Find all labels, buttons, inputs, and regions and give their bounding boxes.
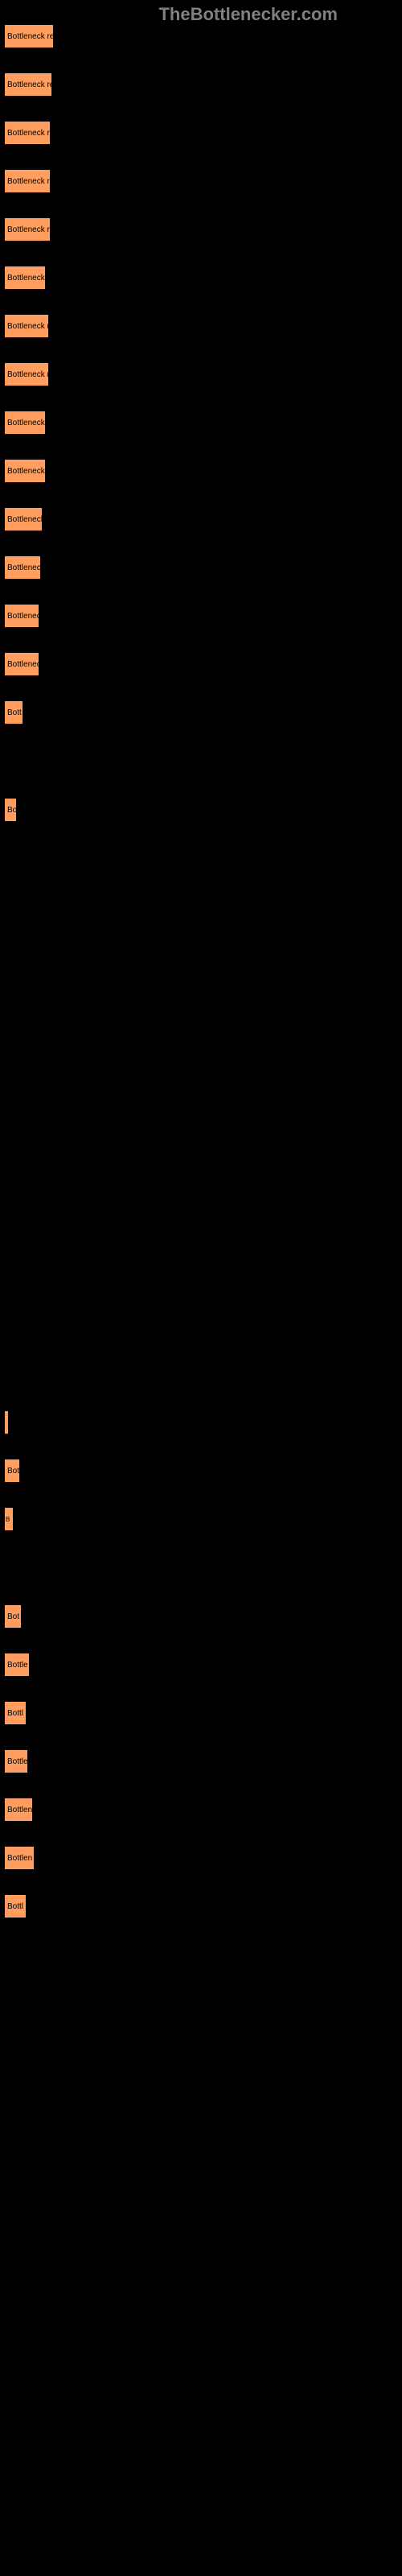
- bar: Bottleneck: [4, 507, 43, 531]
- watermark: TheBottlenecker.com: [158, 4, 338, 25]
- bar: Bottleneck r: [4, 121, 51, 145]
- bar-row: Bottl: [4, 1701, 402, 1725]
- bar-row: [4, 1410, 402, 1435]
- bar: Bot: [4, 1459, 20, 1483]
- bar-row: Bottl: [4, 1894, 402, 1918]
- bar-chart: Bottleneck re Bottleneck re Bottleneck r Bo…: [0, 0, 402, 1918]
- bar-row: Bottlenec: [4, 604, 402, 628]
- bar-row: Bot: [4, 1459, 402, 1483]
- bar-row: Bottleneck: [4, 507, 402, 531]
- bar-row: Bottleneck: [4, 459, 402, 483]
- bar: Bottleneck re: [4, 72, 52, 97]
- bar-row: Bottleneck r: [4, 362, 402, 386]
- bar-row: Bottleneck r: [4, 217, 402, 242]
- bar-row: Bot: [4, 1604, 402, 1629]
- bar: Bottlenec: [4, 604, 39, 628]
- bar-row: Bottleneck r: [4, 314, 402, 338]
- bar-row: Bottle: [4, 1653, 402, 1677]
- bar-row: [4, 1555, 402, 1556]
- bar: Bott: [4, 700, 23, 724]
- bar: Bottle: [4, 1653, 30, 1677]
- bar: Bottleneck re: [4, 24, 54, 48]
- bar-row: Bo: [4, 798, 402, 822]
- bar: Bottleneck: [4, 266, 46, 290]
- bar: Bo: [4, 798, 17, 822]
- bar-row: Bottleneck r: [4, 121, 402, 145]
- bar-row: [4, 846, 402, 847]
- bar: Bottleneck: [4, 459, 46, 483]
- bar: Bottleneck: [4, 411, 46, 435]
- bar-row: B: [4, 1507, 402, 1531]
- bar: Bottlen: [4, 1798, 33, 1822]
- bar-row: Bottleneck: [4, 411, 402, 435]
- bar-row: Bottlenec: [4, 555, 402, 580]
- bar: B: [4, 1507, 14, 1531]
- bar: Bottleneck r: [4, 217, 51, 242]
- bar-row: Bottle: [4, 1749, 402, 1773]
- bar: Bottlen: [4, 1846, 35, 1870]
- bar: Bot: [4, 1604, 22, 1629]
- bar-row: Bottleneck re: [4, 24, 402, 48]
- bar: [4, 1410, 9, 1435]
- bar: Bottleneck r: [4, 362, 49, 386]
- bar: Bottlenec: [4, 555, 41, 580]
- bar-row: Bottleneck r: [4, 169, 402, 193]
- bar: Bottle: [4, 1749, 28, 1773]
- bar-row: Bottlenec: [4, 652, 402, 676]
- bar-row: Bottlen: [4, 1846, 402, 1870]
- bar-row: Bottleneck: [4, 266, 402, 290]
- bar-row: Bottlen: [4, 1798, 402, 1822]
- bar: Bottl: [4, 1894, 27, 1918]
- bar-row: Bottleneck re: [4, 72, 402, 97]
- bar-row: Bott: [4, 700, 402, 724]
- bar: Bottl: [4, 1701, 27, 1725]
- bar: Bottleneck r: [4, 314, 49, 338]
- bar: Bottlenec: [4, 652, 39, 676]
- bar: Bottleneck r: [4, 169, 51, 193]
